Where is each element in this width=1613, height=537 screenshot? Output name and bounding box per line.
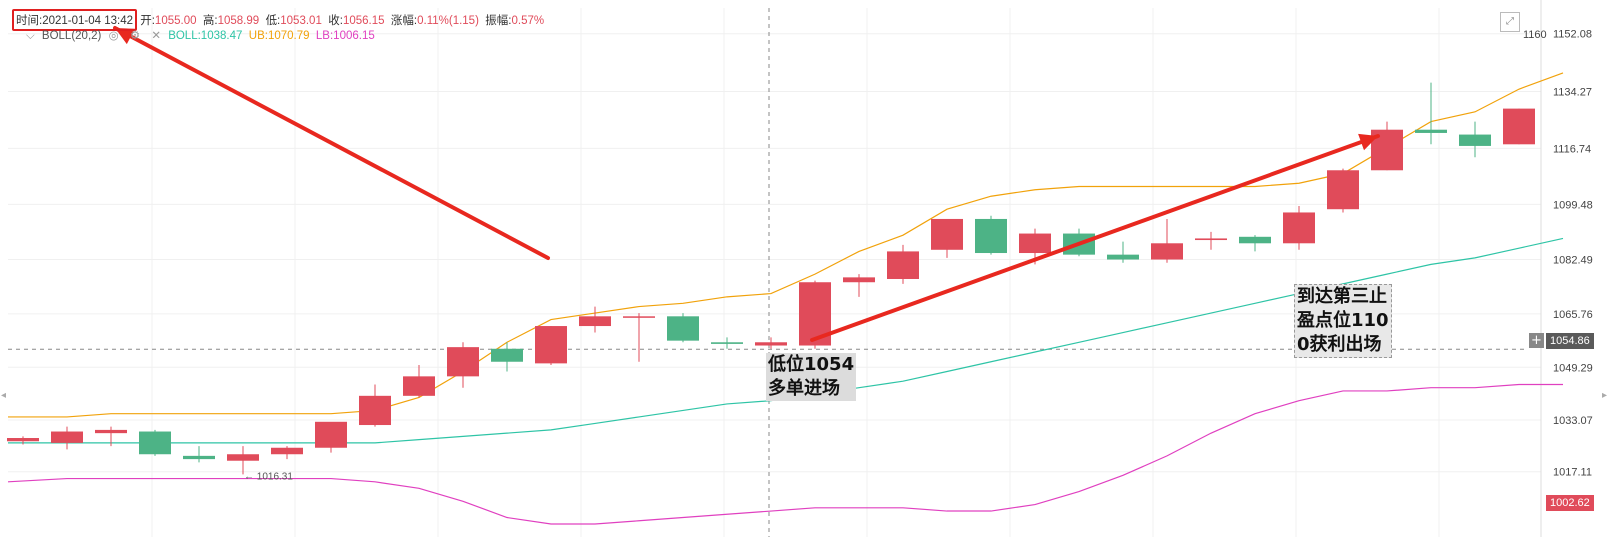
lower-price-tag: 1002.62 <box>1546 495 1594 511</box>
candle-body <box>359 395 391 426</box>
scroll-right-icon[interactable]: ▸ <box>1602 390 1608 401</box>
y-tick-label-partial: 1160 <box>1523 29 1547 41</box>
y-tick-label: 1049.29 <box>1553 362 1593 374</box>
exit-annotation-text: 到达第三止 盈点位110 0获利出场 <box>1297 286 1389 355</box>
y-tick-label: 1116.74 <box>1553 143 1591 155</box>
boll-lb-label: LB: <box>315 30 334 42</box>
candle-body <box>1503 108 1535 145</box>
trend-arrow-shaft <box>810 134 1380 342</box>
candle-body <box>887 251 919 279</box>
candle-body <box>1415 129 1447 133</box>
candle-body <box>579 316 611 327</box>
boll-ub-label: UB: <box>248 30 268 42</box>
candle-body <box>1151 243 1183 260</box>
candle-body <box>95 429 127 434</box>
candle-body <box>491 348 523 362</box>
candle-body <box>711 342 743 344</box>
change-label: 涨幅: <box>390 15 418 27</box>
y-tick-label: 1099.48 <box>1553 199 1593 211</box>
candle-body <box>447 347 479 377</box>
candle-body <box>755 342 787 346</box>
y-tick-label: 1152.08 <box>1553 29 1592 41</box>
candle-body <box>535 326 567 364</box>
exit-annotation: 到达第三止 盈点位110 0获利出场 <box>1294 284 1392 358</box>
scroll-left-icon[interactable]: ◂ <box>1 390 7 401</box>
amplitude-label: 振幅: <box>485 15 512 27</box>
time-value: 2021-01-04 13:42 <box>42 15 134 27</box>
close-icon[interactable]: ✕ <box>151 30 161 42</box>
candle-body <box>667 316 699 341</box>
candle-body <box>1019 233 1051 254</box>
boll-lower-band-line <box>7 383 1563 525</box>
candle-body <box>931 218 963 250</box>
boll-mid-value: 1038.47 <box>200 30 243 42</box>
ohlc-header: 时间:2021-01-04 13:42 开:1055.00 高:1058.99 … <box>12 9 544 31</box>
candle-body <box>271 447 303 455</box>
time-highlight-box: 时间:2021-01-04 13:42 <box>12 9 138 31</box>
y-tick-label: 1134.27 <box>1553 87 1592 99</box>
amplitude-value: 0.57% <box>511 15 545 27</box>
candle-body <box>183 455 215 460</box>
candle-body <box>843 277 875 283</box>
boll-lb-value: 1006.15 <box>333 30 375 42</box>
visibility-eye-icon[interactable]: ◎ <box>108 30 119 42</box>
close-label: 收: <box>328 15 343 27</box>
candle-body <box>139 431 171 455</box>
candle-body <box>7 438 39 442</box>
candle-body <box>975 218 1007 254</box>
boll-upper-band-line <box>8 72 1564 418</box>
high-value: 1058.99 <box>217 15 260 27</box>
trend-arrow-head <box>1358 133 1378 151</box>
low-price-marker: ← 1016.31 <box>244 471 293 482</box>
current-price-tag: 1054.86 <box>1546 333 1594 349</box>
time-label: 时间: <box>16 15 43 27</box>
time-pointer-arrow-head <box>115 28 135 45</box>
settings-gear-icon[interactable]: ⚙ <box>129 30 141 42</box>
y-tick-label: 1082.49 <box>1553 255 1593 267</box>
candle-body <box>1283 212 1315 244</box>
boll-mid-label: BOLL: <box>168 30 201 42</box>
candle-body <box>623 316 655 318</box>
boll-indicator-name: BOLL(20,2) <box>41 30 102 42</box>
candle-body <box>1195 238 1227 241</box>
fullscreen-expand-icon[interactable]: ⤢ <box>1500 12 1520 32</box>
entry-annotation-text: 低位1054 多单进场 <box>768 354 855 399</box>
open-label: 开: <box>140 15 155 27</box>
y-tick-label: 1033.07 <box>1553 415 1593 427</box>
candle-body <box>1327 170 1359 210</box>
low-value: 1053.01 <box>280 15 322 27</box>
time-pointer-arrow-shaft <box>113 26 550 260</box>
candle-body <box>227 454 259 461</box>
candle-body <box>51 431 83 443</box>
low-label: 低: <box>265 15 281 27</box>
close-value: 1056.15 <box>342 15 385 27</box>
boll-indicator-legend: ⌵ BOLL(20,2) ◎ ⚙ ✕ BOLL:1038.47 UB:1070.… <box>22 28 375 43</box>
add-price-line-button[interactable]: + <box>1529 333 1544 348</box>
boll-ub-value: 1070.79 <box>267 30 310 42</box>
entry-annotation: 低位1054 多单进场 <box>766 353 857 401</box>
candle-body <box>1107 254 1139 260</box>
change-value: 0.11%(1.15) <box>417 15 479 27</box>
candle-body <box>315 421 347 448</box>
collapse-chevron-icon[interactable]: ⌵ <box>26 30 35 42</box>
high-label: 高: <box>202 15 218 27</box>
candle-body <box>1239 236 1271 244</box>
open-value: 1055.00 <box>154 15 197 27</box>
candle-body <box>1459 134 1491 146</box>
y-tick-label: 1065.76 <box>1553 309 1593 321</box>
candle-body <box>403 376 435 396</box>
y-tick-label: 1017.11 <box>1553 467 1592 479</box>
